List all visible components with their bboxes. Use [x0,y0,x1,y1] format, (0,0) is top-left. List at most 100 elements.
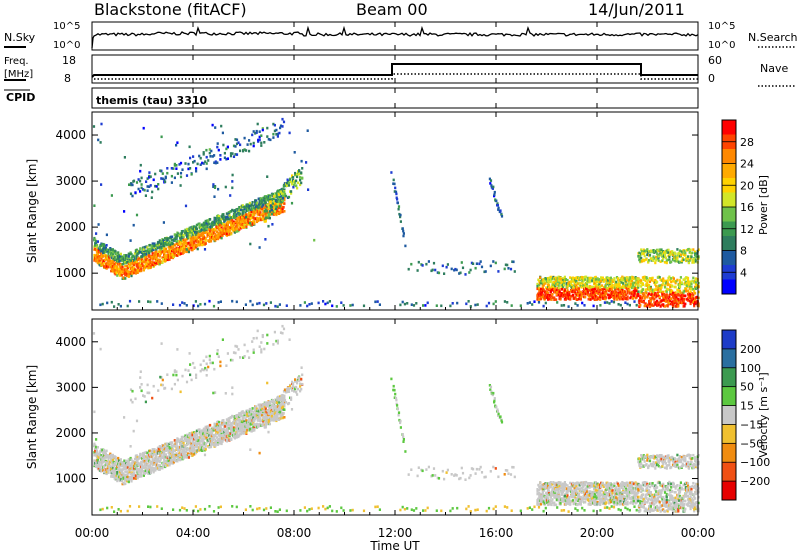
power-cell [271,223,273,226]
power-cell [308,303,310,306]
power-cell [99,304,101,307]
power-cell [181,168,183,171]
power-cell [259,139,261,142]
power-cell [408,268,410,271]
velocity-cell [120,458,122,461]
power-cell [555,298,557,301]
power-cell [133,224,135,227]
power-cell [274,124,276,127]
power-cell [157,188,159,191]
power-cell [150,184,152,187]
power-cell [296,187,298,190]
power-cell [203,153,205,156]
power-cell [352,304,354,307]
power-cell [605,296,607,299]
power-cell [298,173,300,176]
power-cell [230,232,232,235]
power-cell [180,176,182,179]
power-cell [222,132,224,135]
power-cell [399,214,401,217]
power-cell [628,289,630,292]
power-cell [300,171,302,174]
power-cell [498,207,500,210]
power-cell [171,167,173,170]
power-cell [130,183,132,186]
power-cell [684,252,686,255]
power-cell [666,262,668,265]
power-cell [147,189,149,192]
power-cell [251,134,253,137]
power-cell [259,246,261,249]
velocity-cell [124,482,126,485]
velocity-cell [107,471,109,474]
power-cell [311,302,313,305]
power-cell [432,269,434,272]
power-cell [159,169,161,172]
power-cell [404,245,406,248]
power-cell [295,180,297,183]
power-cell [259,211,261,214]
power-cell [295,185,297,188]
power-cell [140,268,142,271]
power-cell [694,292,696,295]
power-cell [679,285,681,288]
power-cell [252,304,254,307]
power-cell [561,304,563,307]
power-cell [296,176,298,179]
power-cell [451,268,453,271]
power-cell [154,173,156,176]
power-cell [470,269,472,272]
power-cell [102,303,104,306]
power-cell [507,267,509,270]
power-cell [272,133,274,136]
power-cell [279,205,281,208]
power-cell [272,136,274,139]
power-cell [160,243,162,246]
power-cell [512,261,514,264]
velocity-cell [125,460,127,463]
power-cell [654,262,656,265]
power-cell [572,294,574,297]
power-cell [107,266,109,269]
power-cell [396,198,398,201]
power-cell [187,163,189,166]
power-cell [684,254,686,257]
power-cell [267,225,269,228]
power-ylabel: Slant Range [km] [25,159,39,263]
power-cell [166,167,168,170]
power-cell [276,195,278,198]
power-cell [128,275,130,278]
freq-right-tick-bottom: 0 [708,72,715,85]
power-cell [286,184,288,187]
power-cell [390,171,392,174]
power-cell [206,156,208,159]
power-cell [98,223,100,226]
power-cell [267,204,269,207]
velocity-cell [171,441,173,444]
power-cell [216,161,218,164]
power-cell [298,170,300,173]
power-cell [580,298,582,301]
power-cell [294,151,296,154]
power-cell [418,261,420,264]
power-cell [340,301,342,304]
power-cell [461,261,463,264]
power-cell [212,124,214,127]
power-cell [220,125,222,128]
velocity-cell [128,461,130,464]
power-cell [233,155,235,158]
power-cell [249,243,251,246]
power-cell [639,304,641,307]
power-cell [563,284,565,287]
power-cell [209,218,211,221]
power-cell [132,180,134,183]
power-cell [688,262,690,265]
power-cell [606,301,608,304]
power-cell [217,188,219,191]
power-cell [494,191,496,194]
power-cell [208,223,210,226]
power-cell [650,300,652,303]
power-cell [200,157,202,160]
power-cell [248,150,250,153]
power-cell [165,176,167,179]
